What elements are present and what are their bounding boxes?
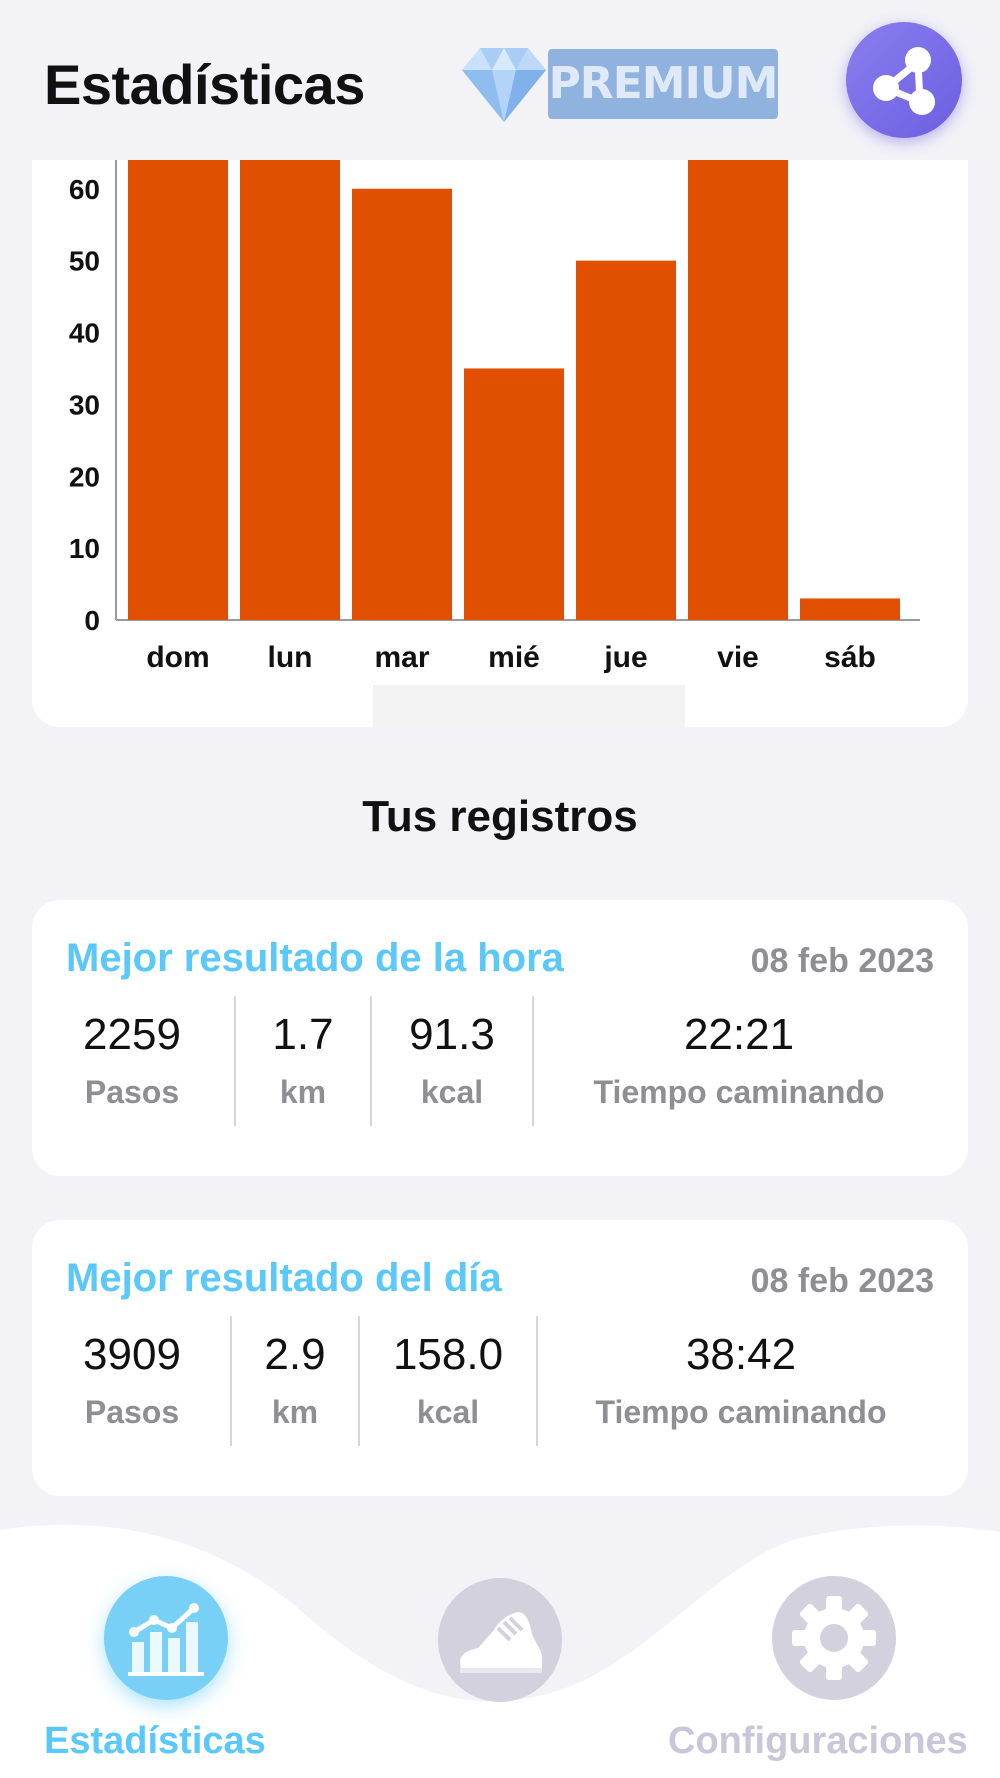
- bar-sáb: [800, 598, 900, 620]
- best-day-card: Mejor resultado del día 08 feb 2023 3909…: [32, 1220, 968, 1496]
- y-tick-label: 20: [69, 461, 100, 492]
- walking-time-value: 22:21: [683, 1010, 795, 1059]
- divider: [532, 996, 534, 1126]
- header: Estadísticas PREMIUM: [0, 0, 1000, 160]
- bar-mié: [464, 368, 564, 620]
- record-date: 08 feb 2023: [750, 1262, 934, 1300]
- steps-label: Pasos: [84, 1074, 180, 1110]
- diamond-icon: [462, 48, 546, 122]
- walking-time-stat: 22:21 Tiempo caminando: [534, 996, 944, 1126]
- chart-scroll-indicator: [373, 685, 685, 727]
- y-tick-label: 60: [69, 174, 100, 205]
- nav-statistics-label[interactable]: Estadísticas: [44, 1720, 266, 1762]
- steps-stat: 2259 Pasos: [52, 996, 212, 1126]
- premium-badge[interactable]: PREMIUM: [548, 49, 778, 119]
- calories-value: 158.0: [392, 1330, 504, 1379]
- page-title: Estadísticas: [44, 53, 365, 116]
- y-tick-label: 0: [84, 605, 100, 636]
- distance-value: 1.7: [272, 1010, 334, 1059]
- y-tick-label: 40: [69, 318, 100, 349]
- nav-settings[interactable]: [772, 1576, 896, 1700]
- bar-lun: [240, 160, 340, 620]
- weekly-chart-card: 0 10 20 30 40 50 60 dom lun mar mié jue vie sáb: [32, 160, 968, 727]
- bottom-navigation: Estadísticas Configuraciones: [0, 1520, 1000, 1778]
- best-hour-card: Mejor resultado de la hora 08 feb 2023 2…: [32, 900, 968, 1176]
- bar-mar: [352, 188, 452, 620]
- walking-time-label: Tiempo caminando: [593, 1074, 885, 1110]
- bar-jue: [576, 260, 676, 620]
- y-tick-label: 50: [69, 246, 100, 277]
- divider: [370, 996, 372, 1126]
- calories-stat: 158.0 kcal: [360, 1316, 536, 1446]
- share-icon: [873, 47, 935, 115]
- steps-stat: 3909 Pasos: [52, 1316, 212, 1446]
- share-button[interactable]: [846, 22, 962, 138]
- chart-icon: [128, 1603, 204, 1676]
- distance-label: km: [279, 1074, 327, 1110]
- distance-stat: 2.9 km: [232, 1316, 358, 1446]
- steps-value: 2259: [83, 1010, 181, 1059]
- walking-time-stat: 38:42 Tiempo caminando: [538, 1316, 944, 1446]
- walking-time-value: 38:42: [685, 1330, 797, 1379]
- x-tick-label: mié: [488, 641, 540, 674]
- x-tick-label: mar: [374, 641, 429, 674]
- weekly-steps-chart: 0 10 20 30 40 50 60 dom lun mar mié jue vie sáb: [69, 160, 920, 674]
- y-tick-label: 30: [69, 389, 100, 420]
- divider: [230, 1316, 232, 1446]
- record-date: 08 feb 2023: [750, 942, 934, 980]
- records-section-title: Tus registros: [362, 792, 638, 841]
- x-tick-label: lun: [268, 641, 313, 674]
- record-title: Mejor resultado del día: [66, 1256, 502, 1300]
- nav-background: [0, 1524, 1000, 1778]
- calories-stat: 91.3 kcal: [372, 996, 532, 1126]
- x-tick-label: dom: [146, 641, 209, 674]
- shoe-icon: [460, 1612, 542, 1673]
- steps-label: Pasos: [84, 1394, 180, 1430]
- x-tick-label: vie: [717, 641, 759, 674]
- bar-dom: [128, 160, 228, 620]
- x-tick-label: sáb: [824, 641, 876, 674]
- divider: [358, 1316, 360, 1446]
- distance-stat: 1.7 km: [236, 996, 370, 1126]
- nav-walk[interactable]: [438, 1578, 562, 1702]
- steps-value: 3909: [83, 1330, 181, 1379]
- divider: [234, 996, 236, 1126]
- bar-vie: [688, 160, 788, 620]
- divider: [536, 1316, 538, 1446]
- nav-settings-label[interactable]: Configuraciones: [668, 1720, 968, 1762]
- y-tick-label: 10: [69, 533, 100, 564]
- distance-value: 2.9: [264, 1330, 326, 1379]
- calories-label: kcal: [420, 1074, 484, 1110]
- gear-icon: [792, 1596, 876, 1680]
- distance-label: km: [271, 1394, 319, 1430]
- walking-time-label: Tiempo caminando: [595, 1394, 887, 1430]
- nav-statistics[interactable]: [104, 1576, 228, 1700]
- x-tick-label: jue: [603, 641, 647, 674]
- record-title: Mejor resultado de la hora: [66, 936, 564, 980]
- calories-label: kcal: [416, 1394, 480, 1430]
- calories-value: 91.3: [409, 1010, 495, 1059]
